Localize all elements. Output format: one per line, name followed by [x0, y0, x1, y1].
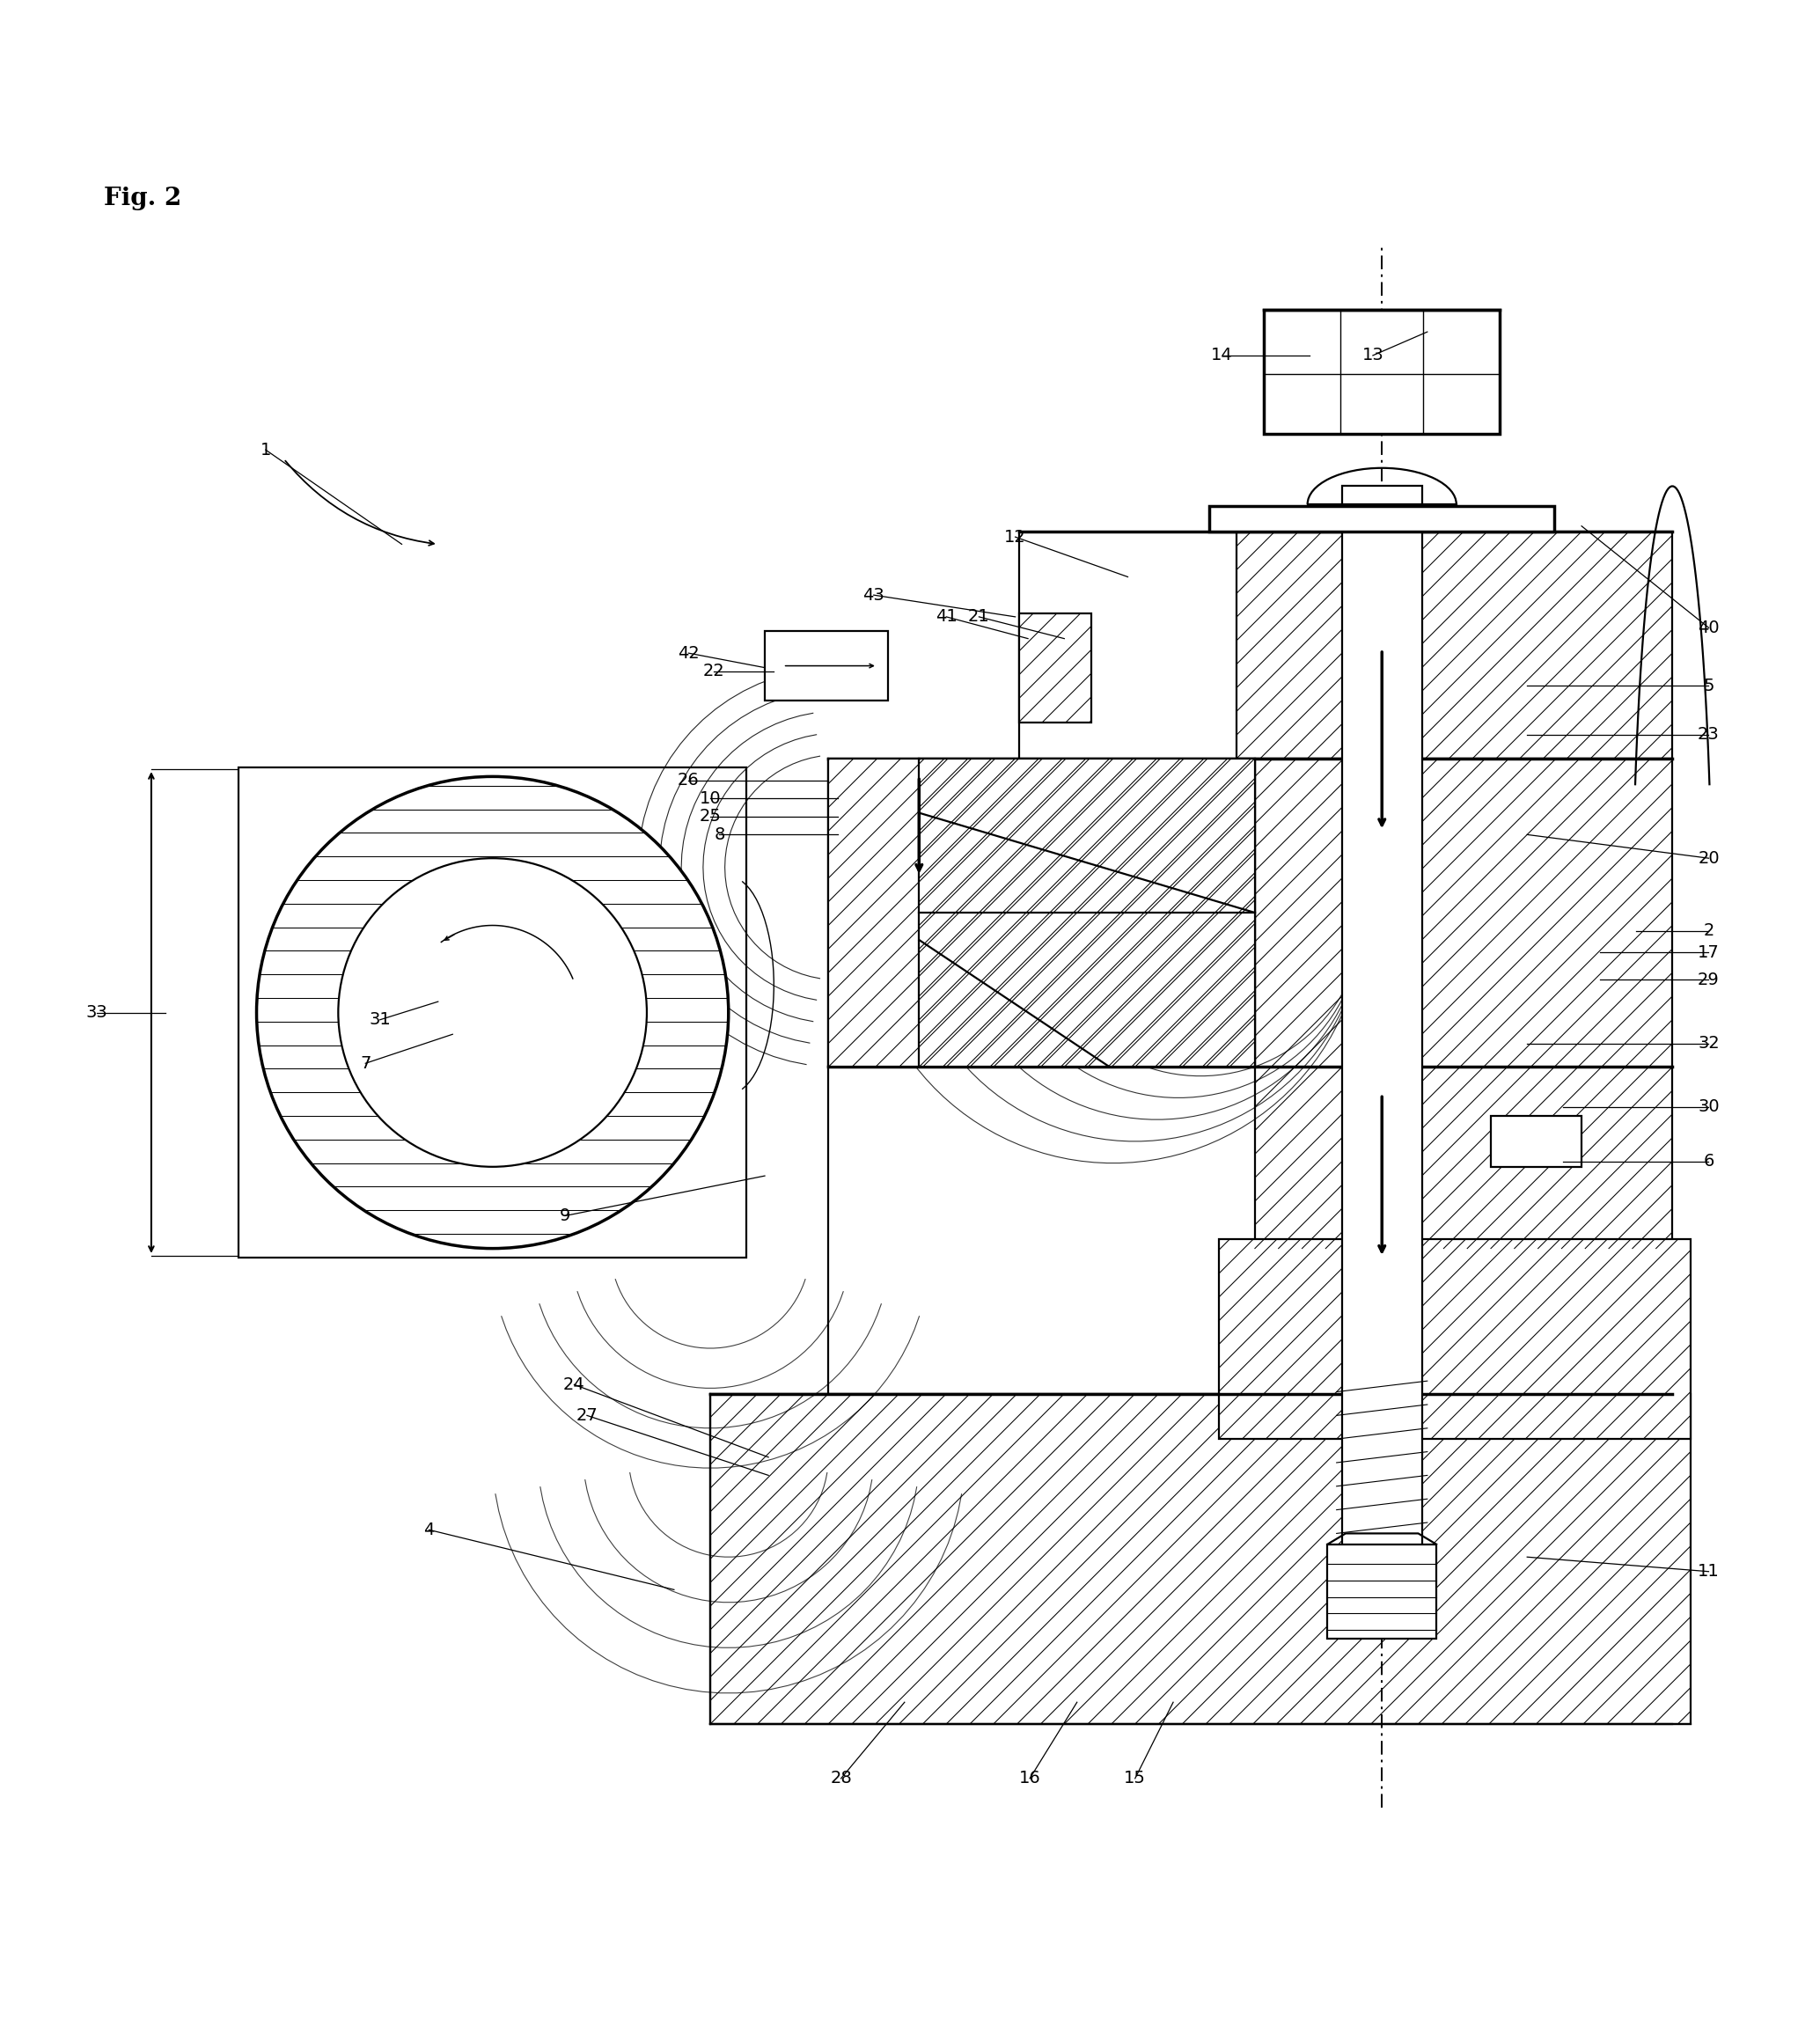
Bar: [1238, 531, 1673, 759]
Text: 41: 41: [935, 608, 957, 626]
Bar: [764, 632, 888, 701]
Text: 13: 13: [1361, 346, 1383, 364]
Bar: [1491, 1116, 1582, 1166]
Text: 6: 6: [1704, 1152, 1714, 1170]
Bar: [1263, 310, 1500, 433]
Text: 8: 8: [713, 826, 724, 842]
Text: 15: 15: [1125, 1770, 1147, 1786]
Text: 16: 16: [1019, 1770, 1041, 1786]
Text: 43: 43: [863, 587, 885, 603]
Bar: [238, 767, 746, 1258]
Text: 30: 30: [1698, 1098, 1720, 1116]
Text: 26: 26: [677, 772, 699, 788]
Text: 14: 14: [1212, 346, 1234, 364]
Bar: [1219, 1239, 1691, 1440]
Text: 31: 31: [369, 1010, 391, 1029]
Text: 9: 9: [561, 1207, 571, 1225]
Text: 11: 11: [1698, 1563, 1720, 1580]
Bar: [1341, 486, 1421, 1565]
Text: 7: 7: [360, 1055, 371, 1071]
Text: 32: 32: [1698, 1035, 1720, 1051]
Bar: [710, 1393, 1691, 1723]
Text: 27: 27: [575, 1407, 597, 1424]
Text: 22: 22: [703, 662, 724, 680]
Bar: [1254, 759, 1673, 1249]
Bar: [1210, 506, 1554, 531]
Text: 42: 42: [677, 644, 699, 662]
Text: 33: 33: [86, 1004, 107, 1021]
Text: 23: 23: [1698, 727, 1720, 743]
Circle shape: [257, 776, 728, 1249]
Text: 28: 28: [830, 1770, 852, 1786]
Text: 21: 21: [968, 608, 990, 626]
Text: 5: 5: [1704, 678, 1714, 695]
Text: 1: 1: [260, 441, 271, 458]
Text: 10: 10: [699, 790, 721, 806]
Circle shape: [339, 859, 646, 1166]
Text: 4: 4: [424, 1521, 435, 1539]
Text: 25: 25: [699, 808, 721, 824]
Text: Fig. 2: Fig. 2: [104, 186, 182, 211]
Bar: [828, 759, 1254, 1067]
Text: 40: 40: [1698, 620, 1720, 636]
Text: 2: 2: [1704, 923, 1714, 940]
Bar: [919, 759, 1254, 1067]
Text: 24: 24: [564, 1377, 584, 1393]
Bar: [1327, 1545, 1436, 1638]
Text: 12: 12: [1005, 529, 1026, 545]
Text: 20: 20: [1698, 850, 1720, 867]
Text: 29: 29: [1698, 972, 1720, 988]
Bar: [1019, 614, 1092, 723]
Text: 17: 17: [1698, 944, 1720, 962]
